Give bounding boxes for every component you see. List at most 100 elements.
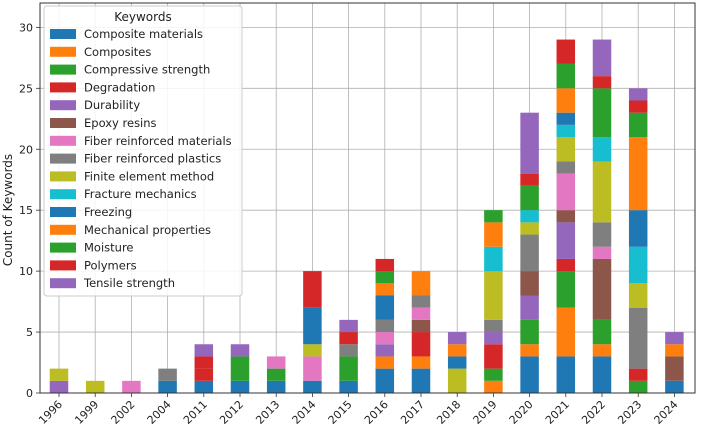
bar-segment [375, 258, 395, 272]
bar-segment [556, 210, 576, 223]
bar-segment [411, 356, 431, 369]
legend-label: Fiber reinforced materials [84, 134, 232, 148]
bar-segment [375, 356, 395, 369]
x-tick-label: 2015 [326, 398, 355, 427]
bar-segment [592, 137, 612, 162]
bar-segment [520, 271, 539, 296]
bar-segment [556, 137, 576, 162]
y-tick-label: 20 [19, 143, 33, 156]
x-tick-label: 2013 [253, 398, 282, 427]
y-axis-label: Count of Keywords [1, 154, 15, 266]
bar-segment [447, 344, 467, 357]
bar-segment [484, 319, 503, 333]
bar-segment [339, 319, 358, 333]
y-tick-label: 30 [19, 21, 33, 34]
bar-segment [556, 356, 576, 393]
legend-swatch [50, 171, 76, 182]
bar-segment [665, 344, 684, 357]
bar-segment [339, 344, 358, 357]
bar-segment [266, 368, 286, 381]
bar-segment [158, 368, 177, 381]
legend-swatch [50, 242, 76, 253]
bar-segment [592, 246, 612, 259]
legend-swatch [50, 153, 76, 164]
bar-segment [520, 112, 539, 174]
bar-segment [592, 319, 612, 345]
legend-swatch [50, 135, 76, 146]
bar-segment [303, 307, 322, 345]
bar-segment [520, 319, 539, 345]
bar-segment [411, 368, 431, 393]
legend-swatch [50, 64, 76, 75]
legend-label: Composites [84, 45, 151, 59]
legend-label: Moisture [84, 241, 134, 255]
bar-segment [230, 344, 250, 357]
x-tick-label: 2024 [652, 398, 681, 427]
legend-label: Fracture mechanics [84, 187, 197, 201]
x-tick-label: 2011 [181, 398, 210, 427]
bar-segment [592, 222, 612, 247]
bar-segment [375, 295, 395, 320]
x-tick-label: 2016 [362, 398, 391, 427]
bar-segment [375, 368, 395, 393]
bar-segment [484, 246, 503, 272]
legend-label: Compressive strength [84, 63, 210, 77]
bar-segment [303, 271, 322, 308]
legend-label: Mechanical properties [84, 223, 211, 237]
bar-segment [339, 332, 358, 345]
bar-segment [556, 222, 576, 259]
bar-segment [520, 173, 539, 186]
bar-segment [447, 332, 467, 345]
bar-segment [665, 332, 684, 345]
y-tick-label: 10 [19, 265, 33, 278]
bar-segment [556, 112, 576, 125]
legend-title: Keywords [114, 10, 172, 24]
bar-segment [592, 161, 612, 223]
bar-segment [339, 380, 358, 393]
bar-segment [484, 222, 503, 247]
bar-segment [592, 258, 612, 320]
bar-segment [194, 344, 214, 357]
y-tick-labels: 0 5 10 15 20 25 30 [19, 21, 33, 400]
bar-segment [628, 368, 648, 381]
bar-segment [375, 283, 395, 296]
bar-segment [447, 368, 467, 393]
legend-swatch [50, 224, 76, 235]
x-tick-label: 2022 [579, 398, 608, 427]
legend-label: Polymers [84, 258, 137, 272]
legend-label: Durability [84, 98, 140, 112]
bar-segment [411, 307, 431, 320]
legend-swatch [50, 118, 76, 128]
legend-label: Finite element method [84, 169, 214, 183]
x-tick-label: 2018 [434, 398, 463, 427]
bar-segment [592, 39, 612, 77]
bar-segment [194, 380, 214, 393]
bar-segment [628, 210, 648, 247]
bar-segment [447, 356, 467, 369]
bar-segment [665, 380, 684, 393]
bar-segment [158, 380, 177, 393]
bar-segment [556, 271, 576, 308]
bar-segment [194, 368, 214, 381]
bar-segment [665, 356, 684, 381]
legend-swatch [50, 189, 76, 200]
y-tick-label: 5 [26, 326, 33, 339]
bar-segment [628, 380, 648, 393]
bar-segment [303, 356, 322, 381]
x-tick-label: 2002 [109, 398, 138, 427]
bar-segment [303, 380, 322, 393]
bar-segment [556, 307, 576, 357]
bar-segment [520, 234, 539, 272]
bar-segment [556, 161, 576, 174]
legend-label: Tensile strength [83, 276, 175, 290]
bar-segment [484, 332, 503, 345]
plot-frame [39, 2, 696, 394]
legend-swatch [50, 100, 76, 111]
bar-segment [411, 271, 431, 296]
legend-swatch [50, 46, 76, 57]
bar-segment [49, 368, 69, 381]
legend: Keywords Composite materialsCompositesCo… [43, 5, 243, 297]
bar-segment [484, 344, 503, 369]
bar-segment [375, 271, 395, 284]
legend-label: Fiber reinforced plastics [84, 152, 221, 166]
